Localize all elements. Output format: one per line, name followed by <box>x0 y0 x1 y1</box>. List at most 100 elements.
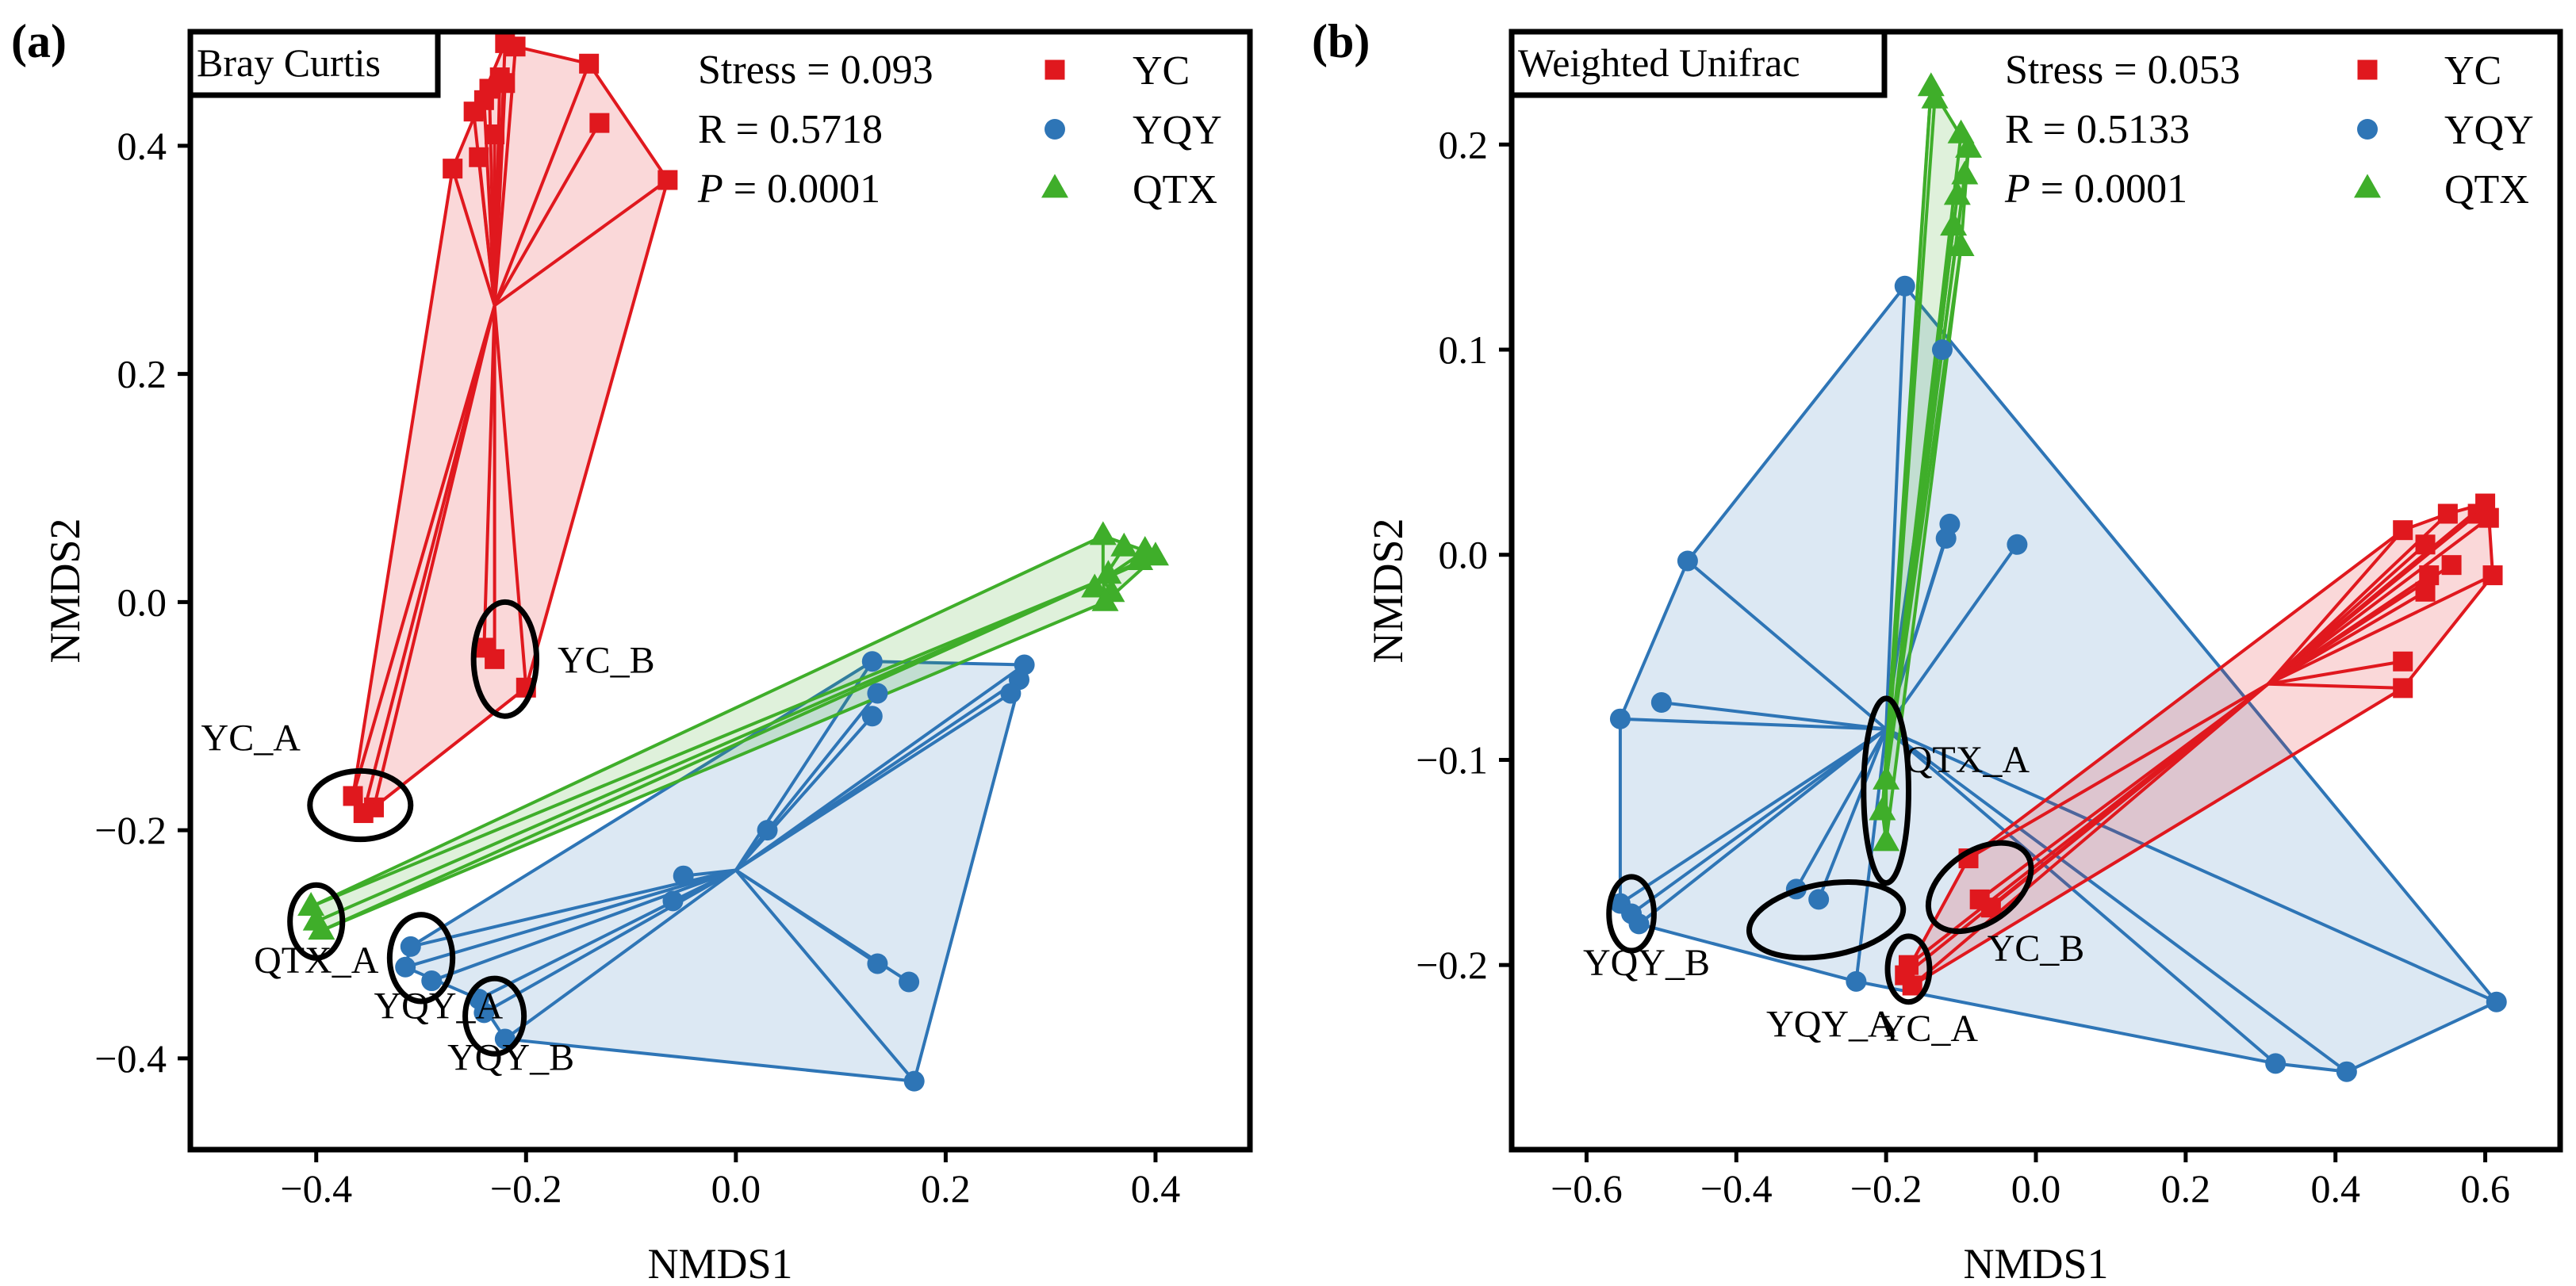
p-number: = 0.0001 <box>2030 166 2187 212</box>
point-yqy <box>494 1028 516 1050</box>
point-yc <box>2478 507 2499 528</box>
point-yqy <box>861 706 883 727</box>
point-yqy <box>899 971 920 993</box>
y-tick-label: 0.4 <box>117 124 167 168</box>
y-axis-label: NMDS2 <box>41 518 89 663</box>
x-tick-label: −0.2 <box>490 1166 562 1211</box>
legend-label-yc: YC <box>1133 48 1190 94</box>
point-yqy <box>1650 692 1672 713</box>
point-qtx <box>1869 796 1896 821</box>
point-qtx <box>1094 560 1122 584</box>
point-yqy <box>2265 1053 2287 1074</box>
hull-group-yqy <box>404 660 1026 1083</box>
title-frame <box>1508 29 1888 98</box>
point-yqy <box>662 890 684 912</box>
point-yqy <box>1000 683 1022 704</box>
points-qtx <box>297 521 1169 940</box>
x-tick-label: 0.4 <box>1131 1166 1181 1211</box>
spoke-yc <box>477 157 496 306</box>
point-yqy <box>867 683 888 704</box>
point-qtx <box>1947 232 1975 257</box>
point-yc <box>657 170 678 190</box>
point-qtx <box>1943 181 1971 205</box>
point-yqy <box>903 1070 925 1092</box>
spoke-yc <box>493 305 528 688</box>
annotation-label: QTX_A <box>1905 739 2030 781</box>
spoke-yqy <box>483 868 737 1015</box>
point-yc <box>463 101 484 122</box>
legend-label-yc: YC <box>2444 48 2501 94</box>
spoke-yc <box>2267 516 2490 686</box>
spoke-qtx <box>1884 99 1937 781</box>
annotation-label: YC_A <box>201 717 301 759</box>
y-axis: −0.2 −0.1 0.0 0.1 0.2 NMDS2 <box>1364 122 1512 987</box>
chart-title-box: Bray Curtis <box>187 29 441 98</box>
hull-yqy <box>1618 284 2498 1074</box>
spoke-qtx <box>1884 247 1963 781</box>
legend-label-yqy: YQY <box>2444 108 2534 153</box>
x-tick-label: 0.2 <box>2161 1166 2211 1211</box>
spoke-yc <box>2267 590 2427 686</box>
point-yqy <box>861 651 883 672</box>
point-yqy <box>1628 913 1650 935</box>
plot-area <box>1609 72 2507 1082</box>
x-tick-label: −0.4 <box>1700 1166 1773 1211</box>
p-value: P = 0.0001 <box>2004 166 2187 212</box>
legend: YC YQY QTX <box>2354 48 2534 212</box>
spoke-qtx <box>1884 226 1956 781</box>
spoke-yc <box>2267 529 2405 686</box>
legend: YC YQY QTX <box>1041 48 1222 212</box>
y-tick-label: 0.0 <box>117 580 167 624</box>
annotation-ellipse <box>386 912 456 1005</box>
spoke-yqy <box>1817 728 1888 901</box>
annotation-ellipse <box>287 882 346 961</box>
point-qtx <box>1141 542 1169 566</box>
spoke-yqy <box>1795 728 1888 890</box>
y-tick-label: 0.2 <box>117 352 167 396</box>
annotation-ellipse <box>1606 874 1657 954</box>
y-tick-label: 0.1 <box>1439 327 1489 372</box>
spoke-yqy <box>1884 728 2277 1065</box>
spoke-yc <box>2267 573 2494 686</box>
point-yc <box>1980 898 2001 918</box>
annotation-label: YC_A <box>1879 1008 1979 1050</box>
legend-label-yqy: YQY <box>1133 108 1222 153</box>
stress-value: Stress = 0.053 <box>2005 48 2241 93</box>
r-value: R = 0.5718 <box>698 107 883 152</box>
stress-value: Stress = 0.093 <box>698 48 933 93</box>
spoke-yc <box>493 122 601 307</box>
spoke-yc <box>450 168 496 306</box>
stats-block: Stress = 0.093 R = 0.5718 P = 0.0001 <box>697 48 933 212</box>
point-yc <box>589 113 610 133</box>
spoke-yqy <box>734 869 916 1082</box>
spoke-yc <box>362 304 496 814</box>
spoke-yc <box>493 63 591 307</box>
spoke-yc <box>1903 683 2269 977</box>
legend-label-qtx: QTX <box>1133 167 1217 212</box>
spoke-yqy <box>734 691 1012 872</box>
point-qtx <box>1081 573 1109 598</box>
hull-group-yc <box>351 41 669 815</box>
point-yc <box>1902 975 1922 996</box>
annotations: QTX_A YC_B YQY_B YQY_AYC_A <box>1583 695 2084 1050</box>
point-qtx <box>1873 827 1900 852</box>
y-tick-label: −0.2 <box>94 808 167 852</box>
points-yc <box>1895 493 2503 996</box>
point-qtx <box>1921 84 1949 109</box>
point-qtx <box>1955 133 1983 158</box>
point-qtx <box>1091 587 1119 611</box>
annotation-label: YQY_A <box>374 986 503 1028</box>
annotation-label: YQY_A <box>1766 1004 1896 1046</box>
r-value: R = 0.5133 <box>2005 107 2190 152</box>
legend-marker-yqy <box>1045 119 1065 140</box>
spoke-yqy <box>431 868 737 982</box>
panel-label: (b) <box>1312 15 1370 67</box>
point-yqy <box>2007 534 2028 555</box>
point-yc <box>469 147 489 167</box>
annotation-ellipse <box>307 767 414 843</box>
point-qtx <box>1940 212 1968 236</box>
point-yc <box>353 803 374 824</box>
spoke-yc <box>2267 682 2403 690</box>
